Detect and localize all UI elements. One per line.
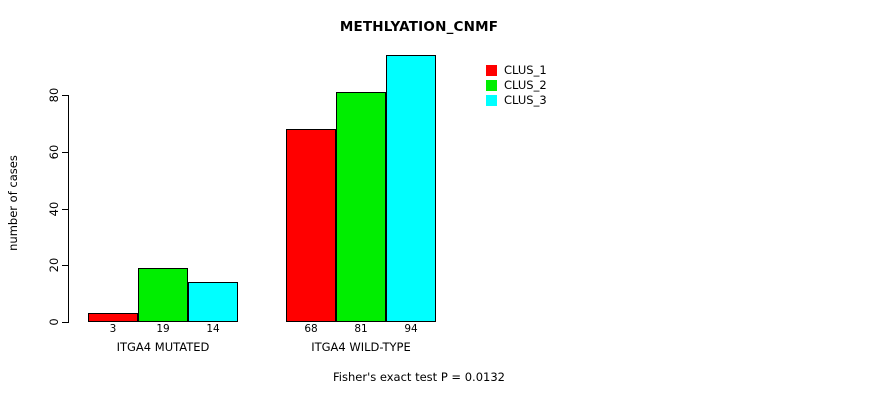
y-tick-label: 60	[47, 144, 61, 160]
bar-value-label: 81	[354, 323, 368, 335]
y-tick-mark	[62, 322, 69, 323]
bar-value-label: 19	[156, 323, 170, 335]
legend-swatch-icon	[486, 65, 497, 76]
bar-value-label: 3	[109, 323, 117, 335]
bar-value-label: 94	[404, 323, 418, 335]
y-tick-label: 20	[47, 257, 61, 273]
y-tick-label: 0	[47, 318, 61, 326]
bar-value-label: 68	[304, 323, 318, 335]
group-label: ITGA4 MUTATED	[116, 340, 210, 354]
y-tick-mark	[62, 265, 69, 267]
y-tick-label: 80	[47, 87, 61, 103]
y-axis-title: number of cases	[6, 155, 20, 251]
y-tick-mark	[62, 208, 69, 210]
bar-clus_3-mutated	[188, 282, 238, 322]
y-tick-label: 40	[47, 201, 61, 216]
legend-label: CLUS_1	[504, 63, 547, 77]
y-tick-mark	[62, 95, 69, 96]
legend-swatch-icon	[486, 95, 497, 106]
legend-label: CLUS_2	[504, 78, 547, 92]
bar-clus_1-mutated	[88, 313, 138, 322]
bar-clus_2-wild-type	[336, 92, 386, 322]
bar-clus_2-mutated	[138, 268, 188, 322]
group-label: ITGA4 WILD-TYPE	[311, 340, 411, 354]
chart-title: METHLYATION_CNMF	[339, 19, 499, 35]
y-tick-mark	[62, 151, 69, 153]
legend-swatch-icon	[486, 80, 497, 91]
bar-clus_1-wild-type	[286, 129, 336, 322]
legend-label: CLUS_3	[504, 93, 547, 107]
chart-footnote: Fisher's exact test P = 0.0132	[333, 370, 505, 384]
bar-value-label: 14	[206, 323, 220, 335]
bar-clus_3-wild-type	[386, 55, 436, 322]
